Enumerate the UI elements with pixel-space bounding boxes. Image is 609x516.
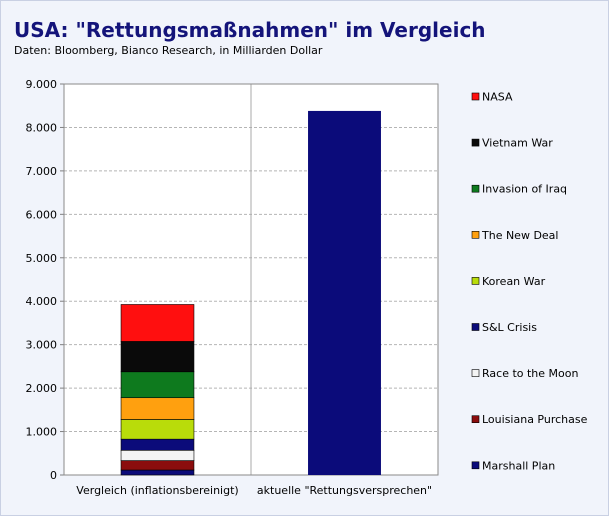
y-tick-label: 3.000 bbox=[26, 339, 58, 352]
y-tick-label: 5.000 bbox=[26, 252, 58, 265]
y-tick-label: 9.000 bbox=[26, 78, 58, 91]
legend-swatch bbox=[471, 323, 480, 331]
bar-segment bbox=[120, 449, 195, 461]
legend-label: Vietnam War bbox=[482, 137, 553, 150]
y-tick-label: 6.000 bbox=[26, 208, 58, 221]
chart-subtitle: Daten: Bloomberg, Bianco Research, in Mi… bbox=[14, 44, 323, 57]
y-tick-label: 4.000 bbox=[26, 295, 58, 308]
legend-swatch bbox=[471, 369, 480, 377]
legend-label: Marshall Plan bbox=[482, 459, 555, 472]
bar-segment bbox=[308, 110, 381, 476]
legend-label: Louisiana Purchase bbox=[482, 413, 588, 426]
y-tick-label: 7.000 bbox=[26, 165, 58, 178]
bar-segment bbox=[120, 341, 195, 373]
legend-swatch bbox=[471, 92, 480, 101]
legend-swatch bbox=[471, 415, 480, 424]
legend-label: NASA bbox=[482, 91, 513, 104]
legend-label: Invasion of Iraq bbox=[482, 183, 567, 196]
legend-swatch bbox=[471, 184, 480, 193]
y-tick-label: 0 bbox=[50, 469, 57, 482]
bar-segment bbox=[120, 460, 195, 471]
legend-label: Race to the Moon bbox=[482, 367, 578, 380]
chart-title: USA: "Rettungsmaßnahmen" im Vergleich bbox=[14, 18, 486, 42]
legend-label: S&L Crisis bbox=[482, 321, 537, 334]
bar-segment bbox=[120, 469, 195, 476]
bar-segment bbox=[120, 438, 195, 451]
legend-label: The New Deal bbox=[481, 229, 558, 242]
legend-label: Korean War bbox=[482, 275, 546, 288]
legend-swatch bbox=[471, 277, 480, 285]
bar-segment bbox=[120, 397, 195, 420]
legend-swatch bbox=[471, 138, 480, 147]
y-tick-label: 8.000 bbox=[26, 121, 58, 134]
plot-border bbox=[63, 83, 439, 476]
bar-segment bbox=[120, 419, 195, 440]
bar-segment bbox=[120, 371, 195, 399]
x-category-label: Vergleich (inflationsbereinigt) bbox=[76, 484, 238, 497]
y-tick-label: 1.000 bbox=[26, 426, 58, 439]
legend-swatch bbox=[471, 231, 480, 239]
legend-swatch bbox=[471, 461, 480, 470]
y-tick-label: 2.000 bbox=[26, 382, 58, 395]
x-category-label: aktuelle "Rettungsversprechen" bbox=[257, 484, 432, 497]
bar-segment bbox=[120, 304, 195, 342]
